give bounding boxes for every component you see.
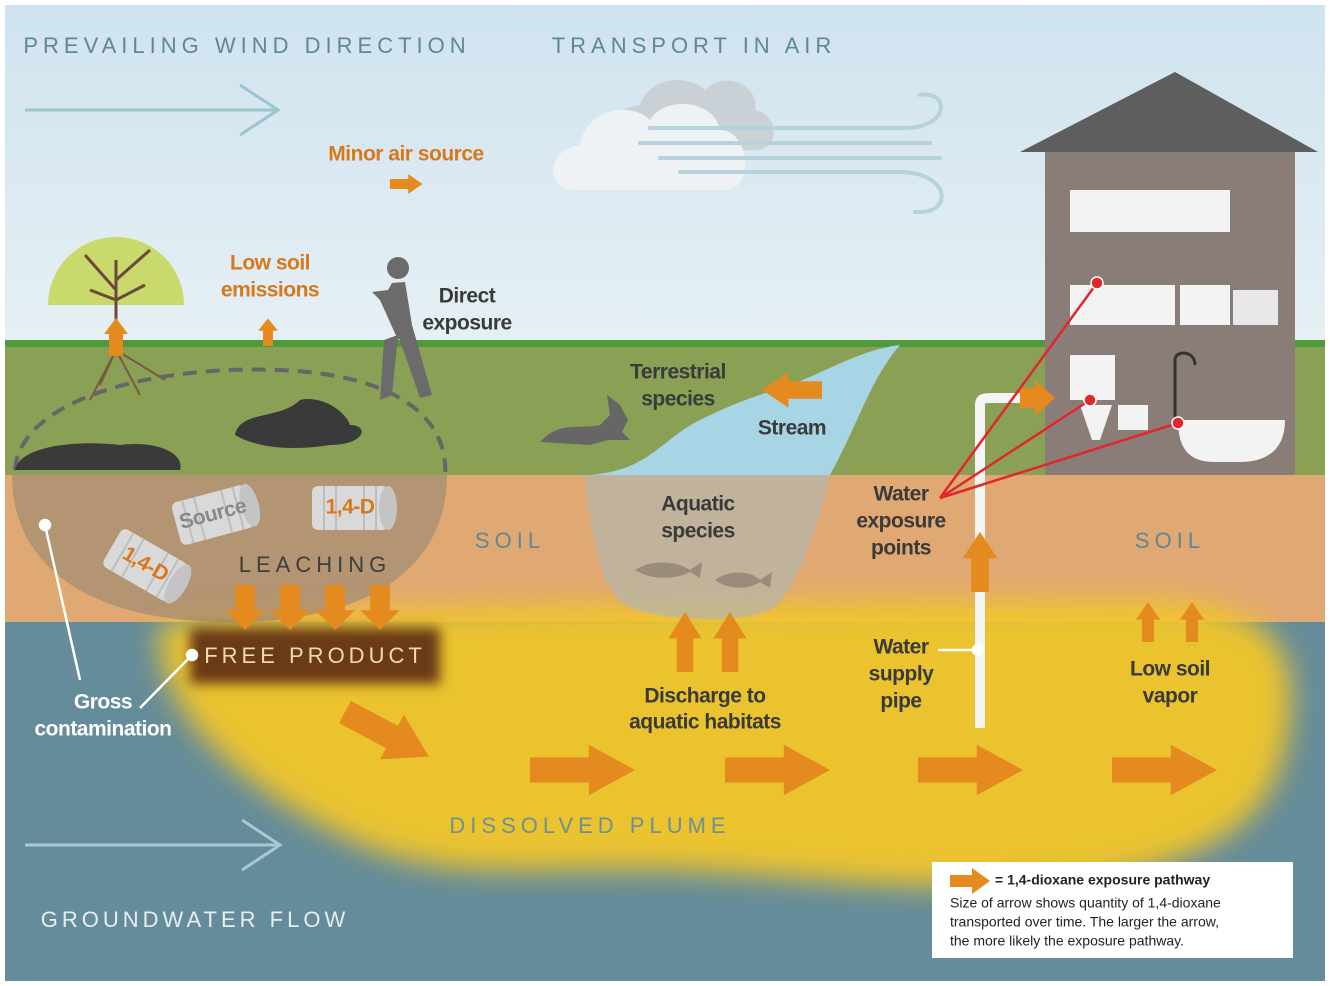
- diagram: Source 1,4-D 1,4-D PREVAILING WIND DIREC…: [0, 0, 1330, 986]
- label: Gross: [74, 691, 132, 714]
- legend-note: transported over time. The larger the ar…: [950, 914, 1219, 930]
- leaching-label: LEACHING: [239, 552, 391, 577]
- exposure-points-part: [1091, 277, 1103, 289]
- house-part: [1070, 190, 1230, 232]
- label: species: [641, 388, 715, 411]
- label: Terrestrial: [630, 361, 726, 384]
- house-part: [1070, 355, 1115, 400]
- label: species: [661, 520, 735, 543]
- label: Stream: [758, 417, 826, 440]
- label: emissions: [221, 279, 319, 302]
- groundwater-label: GROUNDWATER FLOW: [41, 907, 349, 932]
- legend: = 1,4-dioxane exposure pathway Size of a…: [932, 862, 1293, 958]
- barrel: 1,4-D: [312, 486, 397, 530]
- label: aquatic habitats: [629, 711, 781, 734]
- callout-lines-part: [973, 645, 983, 655]
- house-part: [1233, 290, 1278, 325]
- callout-lines-part: [187, 650, 197, 660]
- callout-lines-part: [40, 520, 50, 530]
- exposure-points-part: [1084, 394, 1096, 406]
- label: Minor air source: [328, 143, 483, 166]
- soil-label: SOIL: [1135, 528, 1205, 553]
- runner-part: [387, 257, 409, 279]
- house-part: [1070, 285, 1175, 325]
- label: Water: [873, 636, 928, 659]
- legend-note: Size of arrow shows quantity of 1,4-diox…: [950, 895, 1221, 911]
- house: [1020, 72, 1318, 475]
- label: Aquatic: [661, 493, 735, 516]
- label: supply: [869, 663, 934, 686]
- label: Low soil: [1130, 658, 1210, 681]
- label: Water: [873, 483, 928, 506]
- free-product-label: FREE PRODUCT: [204, 643, 426, 668]
- label: Discharge to: [644, 685, 765, 708]
- plume-label: DISSOLVED PLUME: [449, 813, 730, 838]
- label: vapor: [1143, 685, 1198, 708]
- house-part: [1180, 285, 1230, 325]
- label: Direct: [439, 285, 496, 308]
- soil-label: SOIL: [475, 528, 545, 553]
- label: Low soil: [230, 252, 310, 275]
- barrel-part: 1,4-D: [326, 496, 375, 519]
- label: exposure: [422, 312, 511, 335]
- exposure-points-part: [1172, 417, 1184, 429]
- label: exposure: [856, 510, 945, 533]
- legend-title: = 1,4-dioxane exposure pathway: [995, 872, 1210, 888]
- label: pipe: [880, 690, 921, 713]
- label: points: [871, 537, 931, 560]
- air-title: TRANSPORT IN AIR: [552, 33, 837, 58]
- label: contamination: [34, 718, 171, 741]
- wind-title: PREVAILING WIND DIRECTION: [23, 33, 470, 58]
- legend-note: the more likely the exposure pathway.: [950, 933, 1184, 949]
